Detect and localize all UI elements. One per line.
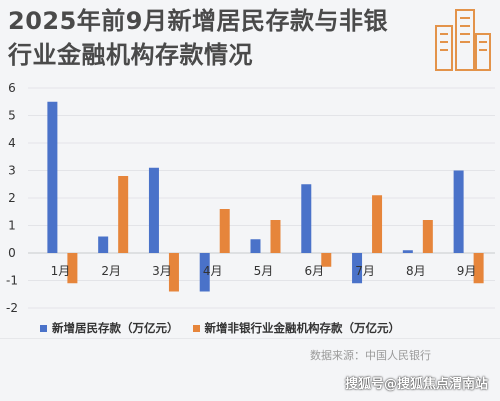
legend-swatch-household (40, 324, 47, 332)
bar-nonbank (321, 253, 332, 267)
bar-nonbank (67, 253, 78, 284)
x-tick-label: 9月 (457, 264, 477, 278)
y-tick-label: 1 (8, 219, 16, 233)
bar-household (98, 236, 109, 253)
watermark: 搜狐号@搜狐焦点渭南站 (344, 377, 488, 392)
y-tick-label: 2 (8, 191, 16, 205)
y-tick-label: 5 (8, 109, 16, 123)
x-tick-label: 5月 (254, 264, 274, 278)
y-tick-label: -1 (6, 274, 18, 288)
legend-label-household: 新增居民存款（万亿元） (52, 321, 179, 335)
bar-nonbank (219, 209, 230, 253)
footer-divider (0, 338, 500, 339)
data-source: 数据来源：中国人民银行 (310, 349, 431, 362)
chart-title: 2025年前9月新增居民存款与非银 行业金融机构存款情况 (8, 4, 428, 72)
x-tick-label: 4月 (203, 264, 223, 278)
x-tick-label: 7月 (355, 264, 375, 278)
bar-household (352, 253, 363, 284)
y-tick-label: 3 (8, 164, 16, 178)
bar-household (148, 167, 159, 253)
bar-household (199, 253, 210, 292)
bar-nonbank (270, 220, 281, 253)
legend-swatch-nonbank (192, 324, 200, 332)
title-line-2: 行业金融机构存款情况 (8, 41, 253, 69)
x-tick-label: 8月 (406, 264, 426, 278)
bar-nonbank (473, 253, 484, 284)
title-line-1: 2025年前9月新增居民存款与非银 (8, 7, 388, 35)
bar-household (301, 184, 312, 253)
bar-household (453, 170, 464, 253)
x-tick-label: 6月 (304, 264, 324, 278)
bar-household (47, 101, 58, 253)
x-tick-label: 3月 (152, 264, 172, 278)
x-tick-label: 2月 (101, 264, 121, 278)
bar-household (402, 250, 413, 253)
y-tick-label: 6 (8, 81, 16, 95)
chart-legend: 新增居民存款（万亿元） 新增非银行业金融机构存款（万亿元） (40, 320, 495, 336)
legend-item-household: 新增居民存款（万亿元） (40, 320, 179, 336)
bar-nonbank (118, 176, 129, 253)
legend-item-nonbank: 新增非银行业金融机构存款（万亿元） (192, 320, 401, 336)
bar-nonbank (422, 220, 433, 253)
bar-chart: 6 5 4 3 2 1 0 -1 -2 1月 2月 3月 4月 5月 6月 7月 8月 9月 (6, 81, 495, 315)
x-tick-label: 1月 (51, 264, 71, 278)
y-tick-label: 4 (8, 136, 16, 150)
y-tick-label: -2 (6, 301, 18, 315)
bar-nonbank (168, 253, 179, 292)
bar-nonbank (372, 195, 383, 253)
buildings-icon (435, 9, 491, 71)
legend-label-nonbank: 新增非银行业金融机构存款（万亿元） (204, 321, 401, 335)
y-tick-label: 0 (8, 246, 16, 260)
bar-household (250, 239, 261, 253)
